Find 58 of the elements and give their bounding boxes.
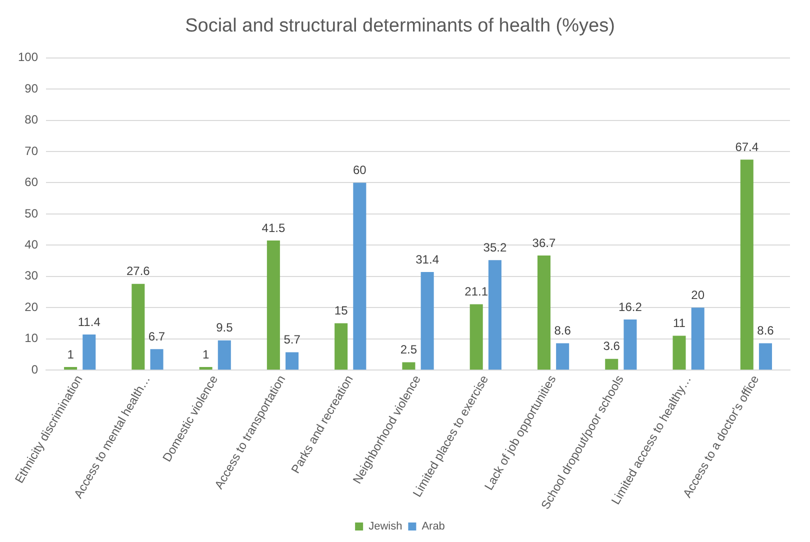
- data-label: 8.6: [757, 324, 774, 338]
- bar: [672, 336, 686, 370]
- legend-label: Arab: [422, 520, 445, 533]
- bar: [150, 349, 164, 370]
- legend-label: Jewish: [368, 520, 402, 533]
- data-label: 20: [691, 288, 705, 302]
- y-tick-label: 60: [24, 175, 38, 190]
- data-label: 9.5: [216, 320, 234, 335]
- bar: [691, 308, 704, 370]
- bar: [420, 272, 434, 370]
- bar: [132, 284, 145, 370]
- data-label: 21.1: [464, 284, 488, 298]
- data-label: 3.6: [603, 339, 620, 354]
- data-label: 15: [334, 304, 348, 318]
- bar: [218, 340, 231, 370]
- data-label: 5.7: [284, 332, 301, 347]
- data-label: 8.6: [554, 324, 572, 338]
- bar: [402, 362, 416, 370]
- data-label: 2.5: [400, 342, 418, 357]
- data-label: 1: [67, 347, 74, 362]
- chart-title: Social and structural determinants of health (%yes): [185, 16, 615, 37]
- data-label: 27.6: [126, 264, 150, 278]
- bar: [64, 366, 78, 370]
- bar: [286, 352, 299, 370]
- data-label: 6.7: [148, 329, 166, 344]
- data-label: 36.7: [532, 236, 556, 250]
- data-label: 11: [673, 316, 686, 330]
- bar: [470, 304, 483, 370]
- y-tick-label: 90: [24, 81, 38, 96]
- y-tick-label: 20: [24, 300, 38, 314]
- bar: [199, 366, 212, 370]
- bar: [353, 182, 366, 370]
- y-tick-label: 70: [24, 144, 38, 158]
- bar: [740, 160, 754, 370]
- bar: [537, 255, 550, 370]
- data-label: 11.4: [78, 314, 101, 329]
- bar: [605, 358, 618, 370]
- y-tick-label: 0: [31, 362, 38, 376]
- y-tick-label: 80: [24, 112, 38, 127]
- bar: [556, 343, 570, 370]
- bar: [488, 260, 502, 370]
- data-label: 1: [202, 347, 210, 362]
- data-label: 41.5: [262, 220, 286, 235]
- bar: [758, 343, 772, 370]
- y-tick-label: 40: [24, 237, 38, 252]
- data-label: 67.4: [735, 140, 759, 154]
- y-tick-label: 10: [24, 331, 38, 346]
- bar: [266, 240, 280, 370]
- data-label: 60: [352, 163, 367, 178]
- y-tick-label: 50: [24, 206, 38, 220]
- data-label: 16.2: [618, 300, 642, 314]
- bar: [334, 323, 348, 370]
- bar: [82, 334, 96, 370]
- data-label: 35.2: [483, 240, 507, 254]
- data-label: 31.4: [416, 252, 440, 266]
- y-tick-label: 30: [24, 268, 38, 283]
- y-tick-label: 100: [18, 50, 38, 64]
- bar: [624, 319, 637, 370]
